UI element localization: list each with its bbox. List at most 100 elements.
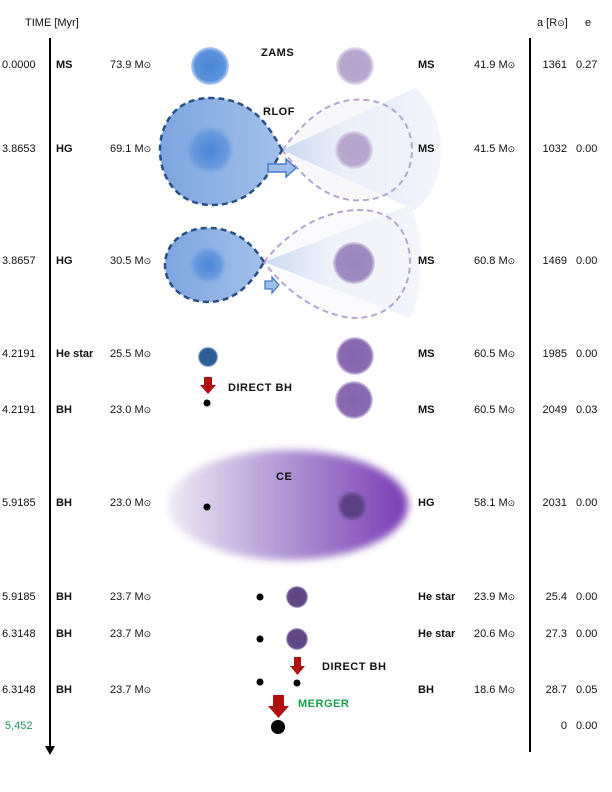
mass-unit: M: [134, 591, 144, 603]
row-primary-type: BH: [56, 404, 72, 416]
row-primary-mass: 23.0 M⊙: [110, 497, 151, 509]
row-secondary-mass: 18.6 M⊙: [474, 684, 515, 696]
secondary-star-ms-3: [335, 381, 373, 419]
row-eccentricity: 0.00: [576, 628, 598, 640]
row-time: 6.3148: [2, 684, 36, 696]
mass-value: 58.1: [474, 497, 496, 509]
event-ce: CE: [276, 471, 293, 483]
row-secondary-type: He star: [418, 591, 456, 603]
row-secondary-mass: 41.9 M⊙: [474, 59, 515, 71]
row-time: 4.2191: [2, 348, 36, 360]
primary-he-star: [198, 347, 218, 367]
mass-unit: M: [134, 143, 144, 155]
row-secondary-type: BH: [418, 684, 434, 696]
black-hole-3: [256, 635, 264, 643]
row-secondary-type: MS: [418, 59, 435, 71]
mass-value: 23.0: [110, 404, 132, 416]
mass-transfer-arrow-small-icon: [264, 275, 280, 295]
solar-symbol-icon: ⊙: [507, 256, 516, 266]
row-eccentricity: 0.00: [576, 143, 598, 155]
mass-unit: M: [134, 684, 144, 696]
black-hole-2: [256, 593, 264, 601]
direct-bh-arrow-icon-2: [290, 657, 305, 675]
event-merger: MERGER: [298, 698, 350, 710]
row-secondary-type: He star: [418, 628, 456, 640]
row-separation: 28.7: [545, 684, 567, 696]
row-time: 4.2191: [2, 404, 36, 416]
solar-symbol-icon: ⊙: [143, 144, 152, 154]
solar-symbol-icon: ⊙: [143, 629, 152, 639]
direct-bh-arrow-icon: [200, 377, 216, 394]
row-time: 0.0000: [2, 59, 36, 71]
mass-unit: M: [134, 628, 144, 640]
mass-unit: M: [498, 404, 508, 416]
merged-black-hole: [271, 720, 285, 734]
row-eccentricity: 0.00: [576, 255, 598, 267]
time-axis-label: TIME [Myr]: [25, 17, 79, 29]
event-direct-bh-1: DIRECT BH: [228, 382, 293, 394]
mass-value: 23.9: [474, 591, 496, 603]
row-secondary-mass: 23.9 M⊙: [474, 591, 515, 603]
row-eccentricity: 0.00: [576, 591, 598, 603]
row-primary-mass: 23.7 M⊙: [110, 591, 151, 603]
solar-symbol-icon: ⊙: [507, 349, 516, 359]
row-time: 5.9185: [2, 497, 36, 509]
row-primary-mass: 73.9 M⊙: [110, 59, 151, 71]
mass-value: 18.6: [474, 684, 496, 696]
mass-value: 23.0: [110, 497, 132, 509]
solar-symbol-icon: ⊙: [507, 60, 516, 70]
solar-symbol-icon: ⊙: [143, 349, 152, 359]
solar-symbol-icon: ⊙: [507, 592, 516, 602]
row-primary-mass: 69.1 M⊙: [110, 143, 151, 155]
secondary-star-ms: [336, 47, 374, 85]
eccentricity-header: e: [585, 17, 592, 29]
row-separation: 25.4: [545, 591, 567, 603]
mass-value: 23.7: [110, 628, 132, 640]
event-rlof: RLOF: [263, 106, 295, 118]
mass-value: 60.8: [474, 255, 496, 267]
row-secondary-type: MS: [418, 348, 435, 360]
mass-unit: M: [498, 348, 508, 360]
row-secondary-mass: 60.8 M⊙: [474, 255, 515, 267]
mass-unit: M: [134, 348, 144, 360]
mass-value: 60.5: [474, 348, 496, 360]
primary-star-ms: [191, 47, 229, 85]
mass-transfer-arrow-icon: [267, 157, 298, 179]
event-direct-bh-2: DIRECT BH: [322, 661, 387, 673]
secondary-he-star: [286, 586, 308, 608]
mass-value: 69.1: [110, 143, 132, 155]
row-secondary-mass: 60.5 M⊙: [474, 404, 515, 416]
solar-symbol-icon: ⊙: [143, 256, 152, 266]
row-primary-mass: 30.5 M⊙: [110, 255, 151, 267]
row-primary-type: BH: [56, 628, 72, 640]
mass-unit: M: [498, 497, 508, 509]
time-axis: [45, 38, 55, 755]
solar-symbol-icon: ⊙: [143, 592, 152, 602]
final-eccentricity: 0.00: [576, 720, 598, 732]
row-eccentricity: 0.03: [576, 404, 598, 416]
merger-arrow-icon: [268, 695, 289, 718]
row-separation: 1985: [542, 348, 567, 360]
row-separation: 2031: [542, 497, 567, 509]
mass-unit: M: [134, 404, 144, 416]
row-primary-mass: 23.7 M⊙: [110, 684, 151, 696]
row-eccentricity: 0.05: [576, 684, 598, 696]
row-secondary-type: MS: [418, 143, 435, 155]
mass-unit: M: [498, 143, 508, 155]
mass-value: 30.5: [110, 255, 132, 267]
row-secondary-mass: 58.1 M⊙: [474, 497, 515, 509]
rlof-system-1: [158, 88, 442, 210]
row-separation: 2049: [542, 404, 567, 416]
row-time: 3.8653: [2, 143, 36, 155]
solar-symbol-icon: ⊙: [507, 144, 516, 154]
mass-unit: M: [134, 497, 144, 509]
solar-symbol-icon: ⊙: [143, 405, 152, 415]
mass-value: 60.5: [474, 404, 496, 416]
mass-value: 20.6: [474, 628, 496, 640]
mass-value: 25.5: [110, 348, 132, 360]
final-time: 5,452: [5, 720, 33, 732]
rlof-system-2: [163, 205, 422, 320]
row-secondary-type: HG: [418, 497, 435, 509]
row-eccentricity: 0.00: [576, 348, 598, 360]
solar-symbol-icon: ⊙: [143, 498, 152, 508]
